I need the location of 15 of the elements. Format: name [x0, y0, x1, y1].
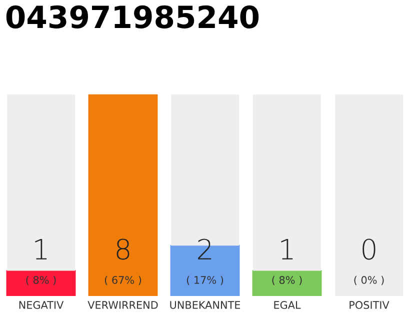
annotation: ( 67% )	[104, 276, 142, 286]
data-label: 8	[116, 238, 130, 260]
x-tick-label: UNBEKANNTE	[170, 301, 240, 309]
x-tick-label: POSITIV	[350, 301, 390, 309]
annotation: ( 17% )	[186, 276, 224, 286]
chart-title: 043971985240	[6, 5, 259, 28]
annotation: ( 0% )	[354, 276, 384, 286]
x-tick-label: VERWIRREND	[88, 301, 158, 309]
annotation: ( 8% )	[272, 276, 302, 286]
annotation: ( 8% )	[26, 276, 56, 286]
data-label: 0	[362, 238, 376, 260]
data-label: 1	[35, 239, 47, 260]
x-tick-label: NEGATIV	[19, 301, 64, 309]
data-label: 1	[281, 239, 293, 260]
x-tick-label: EGAL	[274, 301, 301, 309]
